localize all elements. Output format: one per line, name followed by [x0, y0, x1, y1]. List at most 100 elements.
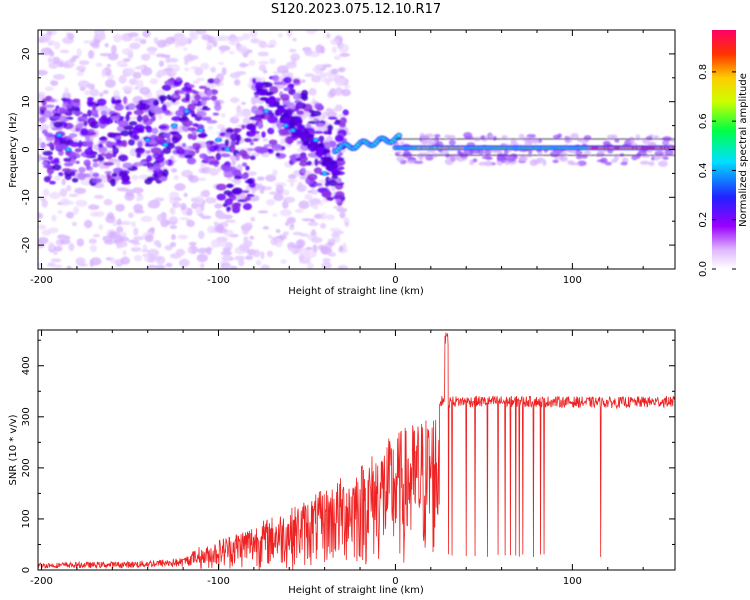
spectrum-signal-blob	[150, 147, 162, 154]
spectrum-signal-blob	[225, 128, 234, 133]
spectrum-band-halo	[536, 157, 545, 162]
spectrum-background-blob	[169, 225, 178, 230]
spectrum-background-blob	[74, 187, 87, 195]
spectrum-signal-blob	[340, 116, 347, 125]
spectrum-background-blob	[334, 104, 343, 112]
spectrum-x-ticks: -200 -100 0 100	[30, 30, 644, 286]
spectrum-background-blob	[224, 219, 237, 223]
spectrum-background-blob	[183, 47, 188, 51]
spectrum-background-blob	[89, 41, 100, 47]
spectrum-signal-blob	[110, 115, 120, 121]
spectrum-background-blob	[63, 59, 75, 69]
spectrum-background-blob	[140, 215, 153, 223]
spectrum-band-halo	[422, 152, 431, 158]
spectrum-background-blob	[48, 62, 59, 69]
spectrum-background-blob	[189, 30, 196, 39]
spectrum-background-blob	[60, 197, 70, 206]
spectrum-background-blob	[282, 231, 289, 236]
spectrum-background-blob	[200, 190, 210, 198]
spectrum-background-blob	[331, 46, 337, 54]
spectrum-signal-blob	[62, 118, 70, 122]
spectrum-streak-blob	[259, 97, 269, 101]
spectrum-signal-blob	[50, 159, 61, 165]
spectrum-band-core	[397, 134, 401, 137]
spectrum-signal-blob	[187, 133, 192, 140]
spectrum-signal-blob	[250, 126, 256, 134]
spectrum-signal-blob	[336, 157, 345, 162]
snr-x-label: Height of straight line (km)	[288, 585, 424, 596]
spectrum-background-blob	[122, 85, 134, 92]
spectrum-signal-blob	[185, 93, 191, 102]
spectrum-background-blob	[104, 43, 109, 48]
spectrum-band-halo	[584, 150, 591, 156]
spectrum-signal-blob	[342, 109, 349, 116]
spectrum-background-blob	[218, 45, 231, 52]
spectrum-background-blob	[47, 39, 56, 45]
spectrum-signal-blob	[49, 180, 56, 185]
spectrum-signal-blob	[83, 141, 94, 146]
spectrum-background-blob	[38, 124, 50, 131]
spectrum-background-blob	[283, 196, 296, 203]
spectrum-background-blob	[200, 62, 210, 70]
spectrum-signal-blob	[249, 155, 256, 161]
spectrum-signal-blob	[58, 172, 64, 177]
spectrum-signal-blob	[104, 152, 113, 160]
spectrum-background-blob	[115, 241, 128, 248]
spectrum-background-blob	[58, 61, 64, 68]
spectrum-background-blob	[131, 221, 136, 228]
spectrum-streak-blob	[254, 84, 261, 89]
spectrum-background-blob	[229, 154, 237, 161]
spectrum-band-halo	[594, 154, 603, 158]
spectrum-background-blob	[297, 247, 309, 256]
spectrum-band-halo	[662, 156, 669, 161]
spectrum-signal-blob	[313, 117, 319, 123]
spectrum-background-blob	[165, 36, 176, 45]
x-tick-label: 100	[563, 275, 582, 286]
spectrum-signal-blob	[115, 139, 122, 145]
spectrum-background-blob	[163, 68, 173, 72]
spectrum-background-blob	[196, 253, 208, 263]
spectrum-background-blob	[304, 73, 315, 78]
spectrum-band-halo	[597, 151, 604, 155]
spectrum-band-halo	[532, 137, 540, 144]
spectrum-background-blob	[86, 83, 94, 89]
spectrum-background-blob	[195, 30, 207, 35]
spectrum-signal-blob	[235, 141, 240, 146]
spectrum-background-blob	[53, 245, 63, 252]
spectrum-background-blob	[169, 208, 175, 214]
spectrum-signal-blob	[231, 202, 241, 210]
spectrum-signal-blob	[245, 165, 250, 171]
spectrum-signal-blob	[43, 176, 51, 183]
spectrum-background-blob	[186, 207, 193, 216]
spectrum-background-blob	[243, 113, 252, 118]
spectrum-signal-blob	[318, 135, 325, 143]
spectrum-background-blob	[102, 235, 114, 242]
spectrum-background-blob	[339, 211, 346, 219]
colorbar: 0.0 0.2 0.4 0.6 0.8 Normalized spectral ampl…	[698, 30, 749, 277]
spectrum-signal-blob	[283, 76, 292, 84]
spectrum-background-blob	[243, 222, 253, 230]
spectrum-signal-blob	[90, 120, 100, 129]
spectrum-background-blob	[198, 177, 207, 182]
spectrum-background-blob	[156, 213, 165, 222]
spectrum-band-halo	[577, 160, 587, 167]
spectrum-background-blob	[133, 254, 143, 262]
spectrum-background-blob	[307, 262, 314, 269]
spectrum-signal-blob	[153, 99, 159, 107]
spectrum-signal-blob	[226, 206, 232, 212]
spectrum-signal-blob	[91, 103, 97, 111]
spectrum-signal-blob	[322, 141, 331, 148]
spectrum-streak-blob	[308, 145, 314, 150]
spectrum-background-blob	[184, 67, 190, 72]
spectrum-background-blob	[76, 71, 84, 77]
spectrum-signal-blob	[284, 136, 295, 145]
spectrum-background-blob	[87, 49, 95, 59]
spectrum-signal-blob	[306, 160, 313, 166]
spectrum-background-blob	[78, 60, 90, 66]
spectrum-background-blob	[331, 68, 338, 75]
spectrum-background-blob	[210, 239, 221, 248]
spectrum-background-blob	[99, 92, 104, 98]
spectrum-signal-blob	[98, 143, 104, 149]
spectrum-background-blob	[328, 135, 333, 142]
spectrum-signal-blob	[145, 150, 151, 154]
